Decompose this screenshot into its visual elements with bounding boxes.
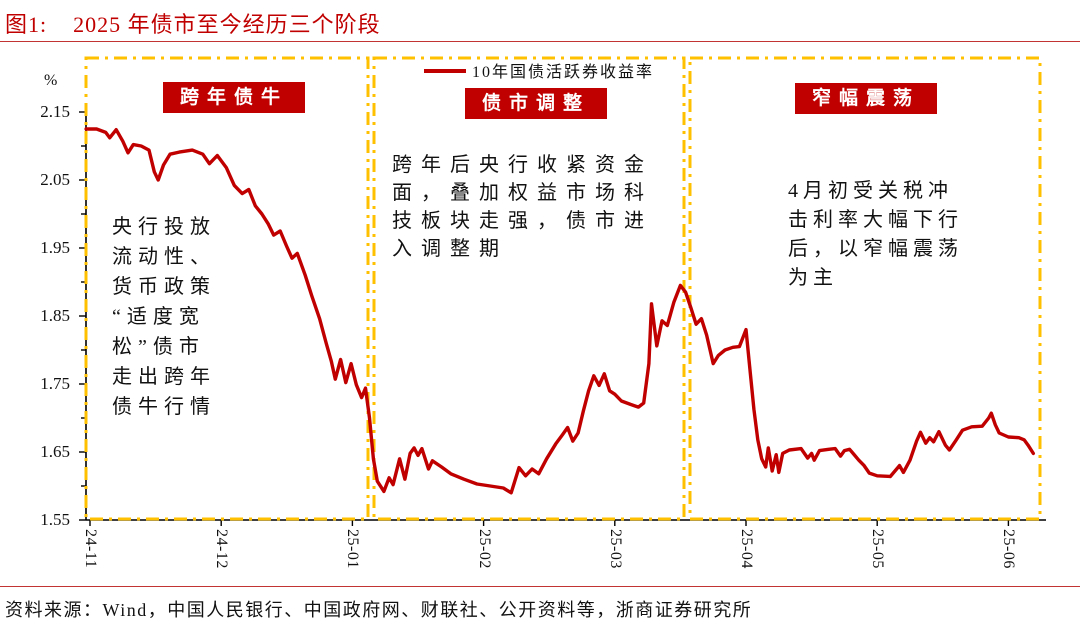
phase-box-range [688,56,1042,521]
y-axis-unit: % [44,72,58,89]
y-tick-label: 1.85 [40,306,70,325]
x-tick-label: 25-03 [607,529,624,569]
y-tick-label: 1.55 [40,510,70,529]
x-tick-label: 24-11 [82,529,99,569]
figure-title: 图1: 2025 年债市至今经历三个阶段 [5,7,381,39]
y-tick-label: 1.95 [40,238,70,257]
legend: 10年国债活跃券收益率 [424,59,654,81]
y-tick-label: 1.65 [40,442,70,461]
source-note: 资料来源：Wind，中国人民银行、中国政府网、财联社、公开资料等，浙商证券研究所 [5,600,753,620]
yield-line-series [84,127,1035,495]
y-tick-label: 1.75 [40,374,70,393]
x-tick-label: 25-02 [476,529,493,569]
figure-number: 图1: [5,12,48,37]
x-tick-label: 24-12 [213,529,230,569]
x-tick-label: 25-06 [1000,529,1017,569]
x-axis-ticks [89,520,1010,526]
legend-line-swatch [424,69,466,73]
x-tick-label: 25-01 [344,529,361,569]
x-tick-label: 25-05 [869,529,886,569]
figure-title-text: 2025 年债市至今经历三个阶段 [73,12,381,37]
x-tick-label: 25-04 [738,529,755,569]
phase-label-bull: 跨年债牛 [163,82,306,113]
phase-box-bull [84,56,370,521]
bottom-divider [0,586,1080,587]
phase-label-range: 窄幅震荡 [795,83,938,114]
legend-label: 10年国债活跃券收益率 [472,64,655,81]
top-divider [0,41,1080,42]
phase-note-bull: 央行投放 流动性、 货币政策 “适度宽 松”债市 走出跨年 债牛行情 [112,216,216,418]
phase-note-adjust: 跨年后央行收紧资金 面，叠加权益市场科 技板块走强，债市进 入调整期 [392,154,653,260]
y-tick-label: 2.05 [40,170,70,189]
phase-note-range: 4月初受关税冲 击利率大幅下行 后，以窄幅震荡 为主 [788,180,963,289]
phase-label-adjust: 债市调整 [465,88,608,119]
y-tick-label: 2.15 [40,102,70,121]
